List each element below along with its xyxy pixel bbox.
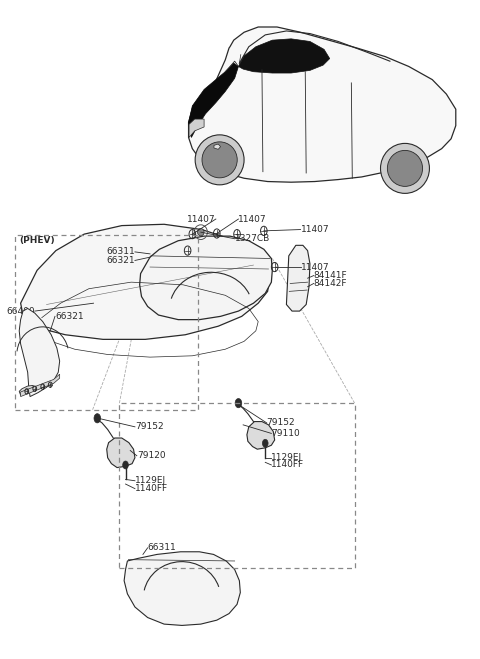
Text: 79152: 79152 <box>267 418 295 428</box>
Polygon shape <box>247 422 275 449</box>
Polygon shape <box>19 386 33 395</box>
Circle shape <box>94 414 101 423</box>
Circle shape <box>263 440 268 447</box>
Text: 1129EJ: 1129EJ <box>271 453 302 462</box>
Text: 66311: 66311 <box>106 247 135 256</box>
Text: (PHEV): (PHEV) <box>19 236 55 245</box>
Text: 66400: 66400 <box>6 306 35 316</box>
Text: 66311: 66311 <box>148 543 176 552</box>
Circle shape <box>235 399 242 408</box>
Ellipse shape <box>195 135 244 185</box>
Polygon shape <box>189 119 204 138</box>
Ellipse shape <box>202 142 237 178</box>
Polygon shape <box>189 27 456 182</box>
Circle shape <box>123 461 128 469</box>
Text: 1140FF: 1140FF <box>271 461 304 469</box>
Text: 79120: 79120 <box>137 451 166 460</box>
Polygon shape <box>107 438 135 468</box>
Text: 66321: 66321 <box>106 256 135 265</box>
Polygon shape <box>19 308 60 397</box>
Ellipse shape <box>387 150 422 186</box>
Text: 1140FF: 1140FF <box>135 484 168 493</box>
Polygon shape <box>124 552 240 625</box>
Text: 1129EJ: 1129EJ <box>135 476 166 485</box>
Ellipse shape <box>197 229 204 236</box>
Text: 11407: 11407 <box>300 262 329 272</box>
Polygon shape <box>214 144 221 150</box>
Polygon shape <box>21 224 270 339</box>
Polygon shape <box>140 236 272 320</box>
Polygon shape <box>287 245 310 311</box>
Polygon shape <box>189 63 239 138</box>
Text: 1327CB: 1327CB <box>235 234 270 243</box>
Text: 84142F: 84142F <box>314 279 347 288</box>
Text: 11407: 11407 <box>187 215 216 223</box>
Text: 84141F: 84141F <box>314 271 348 280</box>
Text: 11407: 11407 <box>239 215 267 223</box>
Text: 66321: 66321 <box>55 312 84 321</box>
Ellipse shape <box>381 144 430 193</box>
Text: 79152: 79152 <box>135 422 164 432</box>
Text: 79110: 79110 <box>271 429 300 438</box>
Text: 11407: 11407 <box>300 225 329 234</box>
Polygon shape <box>239 39 330 73</box>
Polygon shape <box>21 374 60 397</box>
